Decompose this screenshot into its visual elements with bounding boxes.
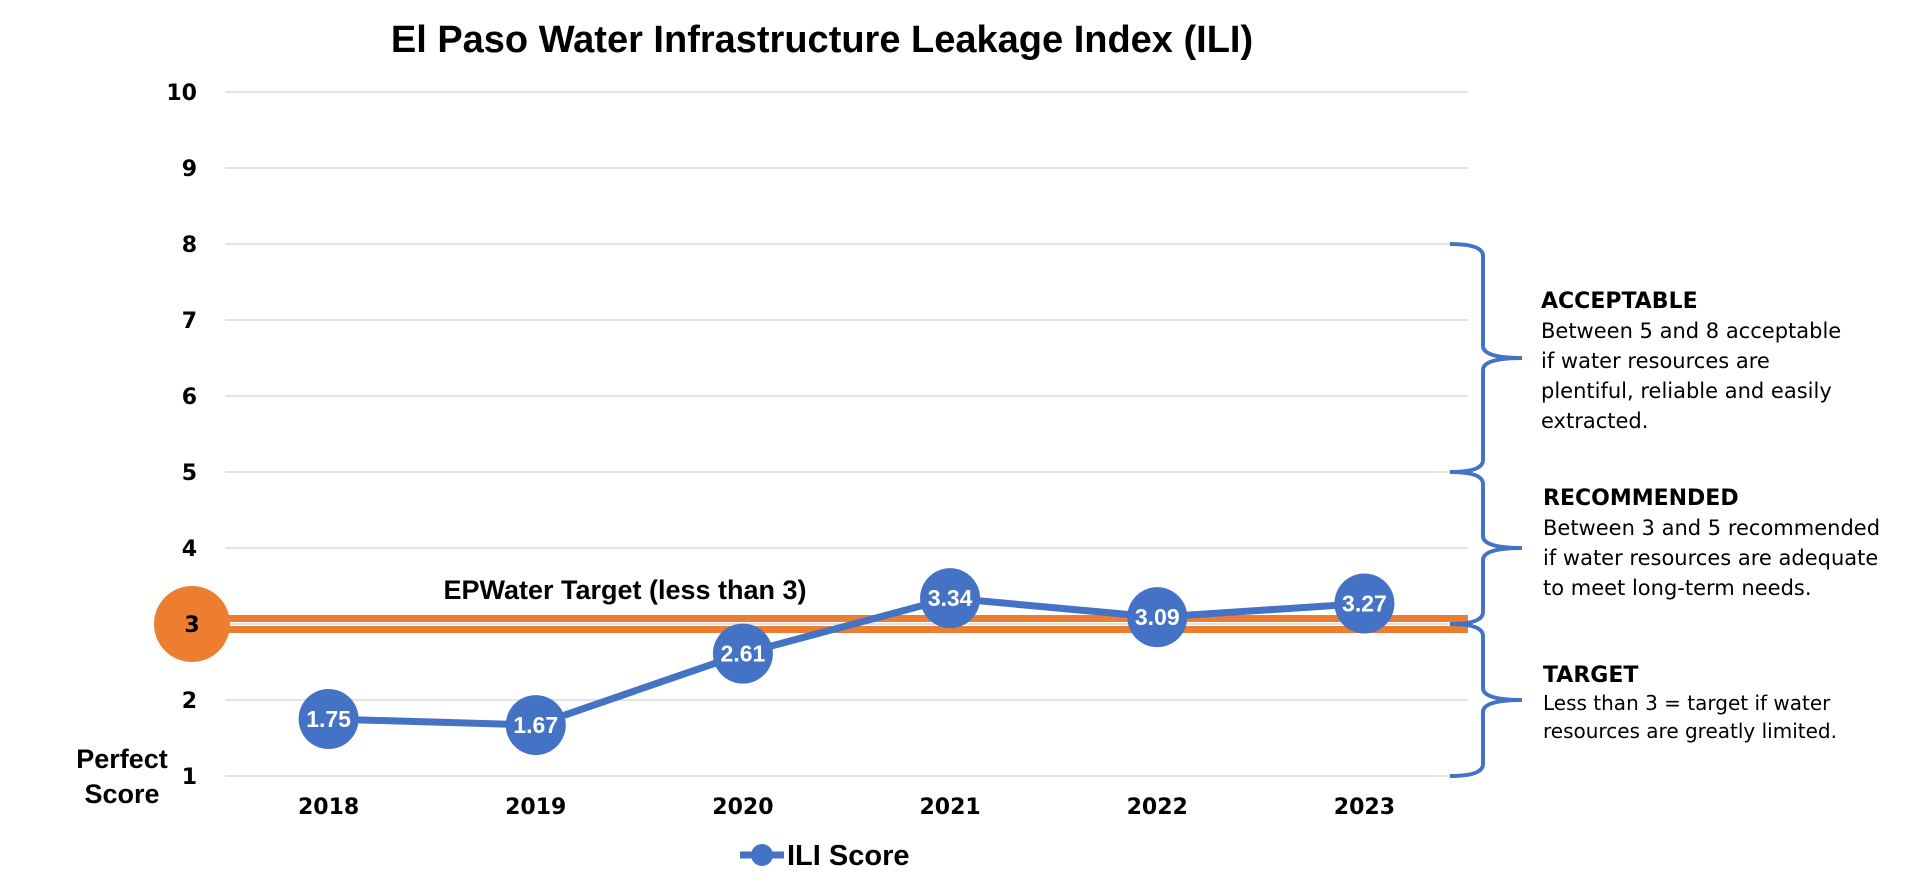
- annotation-line: if water resources are: [1541, 349, 1770, 373]
- data-label: 3.34: [928, 585, 973, 611]
- x-axis-ticks: 2018 2019 2020 2021 2022 2023: [298, 795, 1395, 820]
- annotation-heading: RECOMMENDED: [1543, 486, 1739, 511]
- annotation-line: plentiful, reliable and easily: [1541, 379, 1832, 403]
- y-tick-label: 5: [182, 461, 197, 486]
- annotation-line: if water resources are adequate: [1543, 546, 1878, 570]
- perfect-score-label: Perfect Score: [76, 744, 168, 809]
- x-tick-label: 2020: [712, 795, 773, 820]
- range-annotations: ACCEPTABLE Between 5 and 8 acceptable if w…: [1449, 242, 1880, 778]
- annotation-acceptable: ACCEPTABLE Between 5 and 8 acceptable if w…: [1541, 289, 1841, 433]
- y-tick-label: 2: [182, 689, 197, 714]
- y-tick-label: 7: [182, 309, 197, 334]
- bracket: [1449, 622, 1523, 778]
- annotation-target: TARGET Less than 3 = target if water resou…: [1543, 663, 1837, 743]
- target-band: 3 EPWater Target (less than 3): [154, 575, 1468, 662]
- data-label: 1.75: [306, 706, 351, 732]
- data-point: [298, 689, 359, 749]
- target-marker-label: 3: [184, 613, 199, 638]
- annotation-line: resources are greatly limited.: [1543, 719, 1837, 743]
- data-label: 3.09: [1135, 604, 1180, 630]
- y-tick-label: 9: [182, 157, 197, 182]
- annotation-line: extracted.: [1541, 409, 1648, 433]
- data-point: [505, 695, 566, 756]
- bracket: [1449, 470, 1523, 626]
- y-tick-label: 4: [182, 537, 197, 562]
- x-tick-label: 2022: [1127, 795, 1188, 820]
- y-tick-label: 8: [182, 233, 197, 258]
- data-label: 2.61: [721, 641, 766, 667]
- annotation-line: to meet long-term needs.: [1543, 576, 1812, 600]
- annotation-heading: TARGET: [1543, 663, 1638, 688]
- annotation-heading: ACCEPTABLE: [1541, 289, 1698, 314]
- legend-marker: [751, 844, 773, 866]
- data-point: [1334, 573, 1395, 634]
- chart-title: El Paso Water Infrastructure Leakage Ind…: [391, 19, 1253, 61]
- annotation-recommended: RECOMMENDED Between 3 and 5 recommended if…: [1543, 486, 1880, 600]
- perfect-score-line: Perfect: [76, 744, 168, 774]
- bracket: [1449, 242, 1523, 474]
- y-tick-label: 10: [166, 81, 197, 106]
- y-tick-label: 1: [182, 765, 197, 790]
- data-point: [712, 623, 773, 684]
- annotation-line: Between 3 and 5 recommended: [1543, 516, 1880, 540]
- target-line-upper: [225, 615, 1468, 622]
- y-tick-label: 6: [182, 385, 197, 410]
- annotation-line: Less than 3 = target if water: [1543, 691, 1831, 715]
- gridlines: [225, 91, 1468, 777]
- annotation-line: Between 5 and 8 acceptable: [1541, 319, 1841, 343]
- target-marker: [154, 586, 230, 662]
- series-line: [328, 594, 1365, 729]
- x-tick-label: 2019: [505, 795, 566, 820]
- x-tick-label: 2021: [919, 795, 980, 820]
- legend-label: ILI Score: [787, 840, 910, 872]
- data-label: 1.67: [513, 712, 558, 738]
- data-label: 3.27: [1342, 590, 1387, 616]
- perfect-score-line: Score: [84, 779, 159, 809]
- y-axis-ticks: 1 2 3 4 5 6 7 8 9 10: [166, 81, 197, 790]
- data-point: [1127, 587, 1188, 648]
- data-point: [920, 568, 981, 629]
- ili-series: 1.75 1.67 2.61 3.34 3.09 3.27: [298, 568, 1395, 756]
- x-tick-label: 2018: [298, 795, 359, 820]
- legend: ILI Score: [740, 840, 910, 872]
- target-line-label: EPWater Target (less than 3): [443, 575, 806, 605]
- x-tick-label: 2023: [1334, 795, 1395, 820]
